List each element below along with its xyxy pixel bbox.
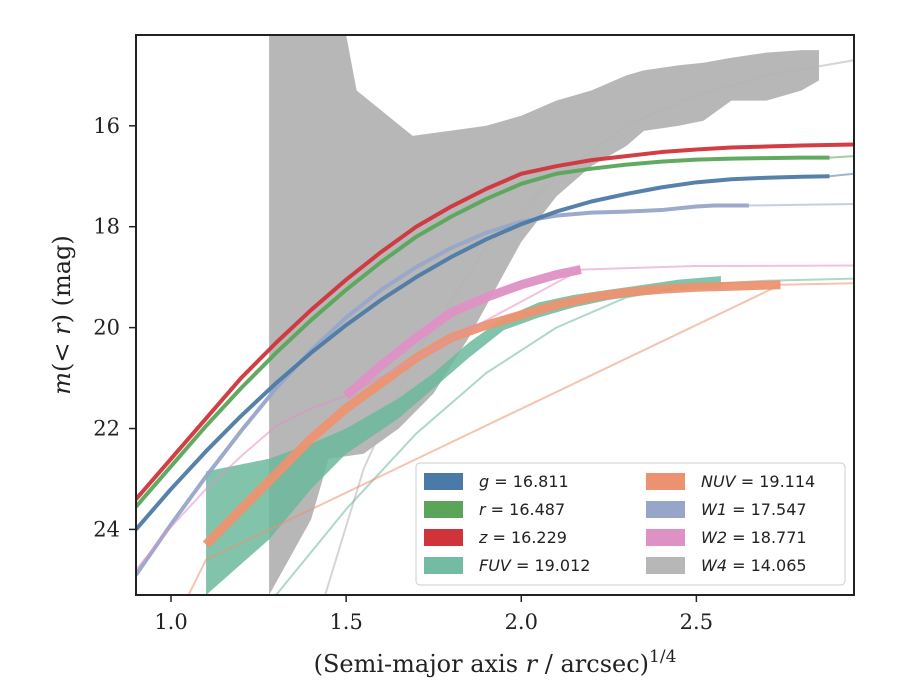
legend-swatch-fuv [424,557,463,574]
legend-label-nuv: NUV = 19.114 [701,472,815,491]
series-layer [136,35,854,595]
series-g [136,172,854,531]
series-w4-band [269,35,819,595]
series-w2-line [343,265,582,400]
series-g-extension [829,172,854,178]
legend-swatch-nuv [646,473,685,490]
series-r-line [136,155,830,509]
x-tick-label: 1.5 [329,610,362,634]
legend-box [415,462,846,586]
series-z-line [136,142,854,501]
y-tick-label: 22 [93,417,120,441]
legend-label-fuv: FUV = 19.012 [479,556,590,575]
legend-swatch-w1 [646,501,685,518]
series-w1-line [136,203,749,576]
series-w2-extension [136,264,854,571]
x-tick-label: 1.0 [154,610,187,634]
legend-label-z: z = 16.229 [478,528,567,547]
legend: g = 16.811 r = 16.487 z = 16.229 FUV = 19.0… [415,462,846,586]
legend-swatch-r [424,501,463,518]
x-tick-label: 2.5 [680,610,713,634]
legend-swatch-g [424,473,463,490]
series-z [136,142,854,501]
legend-label-g: g = 16.811 [479,472,569,491]
series-nuv [187,280,854,595]
series-r [136,155,854,509]
legend-swatch-w4 [646,557,685,574]
y-tick-label: 16 [93,114,120,138]
legend-swatch-z [424,529,463,546]
y-tick-label: 20 [93,316,120,340]
y-tick-label: 18 [93,215,120,239]
tick-layer: 1.0 1.5 2.0 2.5 16 18 20 22 24 [93,114,713,634]
series-w2 [136,264,854,571]
series-w1 [136,203,854,576]
series-w1-extension [748,203,854,207]
x-axis-label: (Semi-major axis r / arcsec)1/4 [314,647,677,678]
y-axis-label: m(< r) (mag) [48,235,76,395]
legend-label-w4: W4 = 14.065 [701,556,807,575]
series-r-extension [829,155,854,159]
y-tick-label: 24 [93,517,120,541]
legend-label-r: r = 16.487 [479,500,565,519]
plot-frame [135,34,855,596]
series-g-line [136,174,830,531]
legend-swatch-w2 [646,529,685,546]
x-tick-label: 2.0 [505,610,538,634]
series-nuv-line [202,280,781,548]
legend-label-w2: W2 = 18.771 [701,528,807,547]
series-nuv-extension [187,282,854,595]
legend-label-w1: W1 = 17.547 [701,500,807,519]
series-w4 [269,35,854,595]
